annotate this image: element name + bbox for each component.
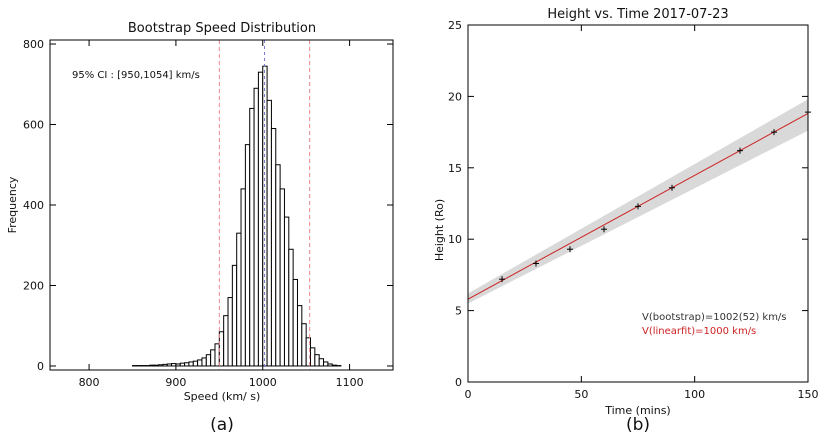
hist-ci-annotation: 95% CI : [950,1054] km/s (72, 70, 200, 81)
hist-bar (244, 144, 251, 367)
hist-bar (266, 99, 272, 367)
data-point (669, 184, 675, 191)
scatter-frame (467, 24, 809, 383)
hist-bar (210, 349, 216, 367)
hist-bar (179, 362, 186, 367)
scatter-y-ticks: 0 5 10 15 20 25 (448, 19, 808, 389)
hist-bars (131, 65, 342, 367)
hist-x-ticks: 800 900 1000 1100 (79, 40, 364, 389)
data-point (533, 260, 539, 267)
hist-bar (240, 188, 246, 367)
hist-bar (184, 362, 190, 367)
hist-ytick-label: 800 (23, 38, 44, 51)
caption-b: (b) (626, 415, 650, 435)
hist-bar (162, 363, 168, 367)
hist-bar (197, 359, 203, 367)
hist-ylabel: Frequency (6, 176, 19, 233)
hist-ytick-label: 600 (23, 119, 44, 132)
hist-ytick-label: 400 (23, 199, 44, 212)
hist-frame (49, 39, 394, 371)
scatter-xlabel: Time (mins) (604, 404, 670, 417)
scatter-xtick-label: 100 (684, 388, 705, 401)
hist-bar (158, 364, 164, 367)
scatter-ytick-label: 25 (448, 19, 462, 32)
data-point (635, 203, 641, 210)
hist-bar (279, 188, 285, 367)
panel-a: Bootstrap Speed Distribution 800 900 1000 1… (6, 21, 394, 435)
scatter-ytick-label: 10 (448, 233, 462, 246)
hist-bar (327, 363, 333, 367)
annotation-bootstrap: V(bootstrap)=1002(52) km/s (642, 312, 787, 323)
hist-bar (231, 264, 238, 367)
hist-bar (296, 305, 303, 367)
data-point (567, 246, 573, 253)
hist-bar (227, 297, 233, 367)
hist-bar (166, 363, 173, 367)
hist-bar (205, 354, 212, 367)
data-point (771, 129, 777, 136)
panel-b: Height vs. Time 2017-07-23 0 50 100 150 0 5 1… (433, 7, 819, 435)
hist-bar (214, 343, 220, 367)
hist-bar (331, 364, 338, 367)
hist-bar (149, 364, 155, 367)
hist-bar (275, 164, 281, 367)
scatter-ylabel: Height (Ro) (433, 199, 446, 261)
hist-ytick-label: 200 (23, 279, 44, 292)
scatter-confidence-band (468, 99, 808, 304)
hist-bar (236, 232, 242, 367)
hist-bar (314, 354, 320, 367)
hist-bar (310, 347, 316, 367)
hist-bar (153, 364, 160, 367)
hist-bar (270, 128, 277, 367)
hist-bar (201, 357, 207, 367)
data-point (601, 226, 607, 233)
scatter-xtick-label: 50 (574, 388, 588, 401)
hist-ci-lines (218, 40, 311, 370)
hist-bar (188, 361, 194, 367)
scatter-x-ticks: 0 50 100 150 (465, 25, 819, 401)
hist-bar (323, 361, 329, 367)
scatter-ytick-label: 20 (448, 90, 462, 103)
hist-bar (171, 363, 177, 367)
hist-bar (249, 107, 255, 367)
scatter-xtick-label: 0 (465, 388, 472, 401)
hist-bar (257, 71, 264, 367)
hist-bar (253, 87, 259, 367)
scatter-xtick-label: 150 (798, 388, 819, 401)
data-point (499, 276, 505, 283)
hist-title: Bootstrap Speed Distribution (128, 21, 316, 36)
hist-bar (192, 360, 199, 367)
scatter-ytick-label: 15 (448, 162, 462, 175)
scatter-ytick-label: 0 (455, 376, 462, 389)
hist-bar (218, 331, 225, 367)
hist-xtick-label: 900 (165, 376, 186, 389)
scatter-ytick-label: 5 (455, 305, 462, 318)
hist-ytick-label: 0 (37, 360, 44, 373)
scatter-title: Height vs. Time 2017-07-23 (547, 7, 728, 22)
hist-xtick-label: 800 (79, 376, 100, 389)
hist-bar (175, 363, 181, 367)
hist-xlabel: Speed (km/ s) (184, 390, 261, 403)
hist-bar (288, 248, 294, 367)
hist-xtick-label: 1000 (249, 376, 277, 389)
hist-bar (318, 358, 325, 367)
hist-bar (292, 278, 298, 367)
data-point (737, 147, 743, 154)
hist-xtick-label: 1100 (336, 376, 364, 389)
hist-bar (301, 323, 307, 367)
hist-bar (223, 315, 229, 367)
caption-a: (a) (210, 415, 234, 435)
hist-y-ticks: 0 200 400 600 800 (23, 38, 393, 373)
annotation-linearfit: V(linearfit)=1000 km/s (642, 326, 756, 337)
hist-bar (283, 216, 290, 367)
